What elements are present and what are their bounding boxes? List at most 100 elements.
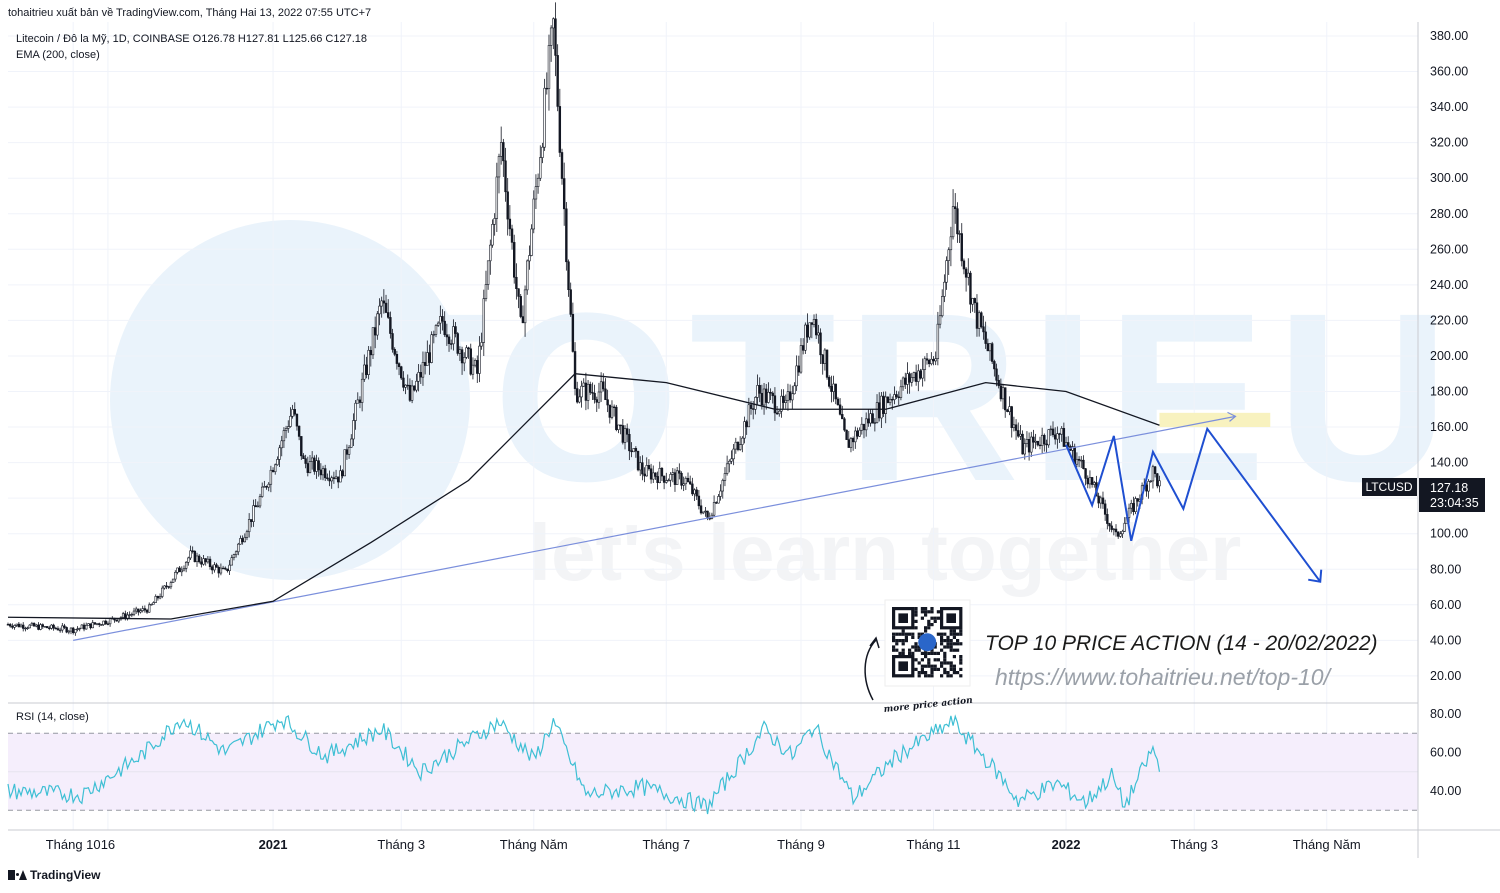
candle-body	[593, 392, 596, 400]
qr-module	[927, 661, 931, 665]
candle-body	[606, 399, 609, 406]
qr-module	[946, 635, 950, 639]
candle-body	[6, 624, 10, 626]
rsi-tick-label: 80.00	[1430, 707, 1461, 721]
last-price-tag[interactable]: LTCUSD 127.18 23:04:35	[1362, 478, 1485, 512]
candle-body	[639, 462, 642, 471]
candle-body	[1067, 442, 1070, 447]
candle-body	[834, 383, 837, 400]
candle-body	[287, 426, 290, 429]
candle-body	[297, 425, 301, 437]
candle-body	[1051, 428, 1055, 436]
candle-body	[323, 468, 327, 479]
rsi-legend[interactable]: RSI (14, close)	[16, 711, 89, 723]
symbol-legend[interactable]: Litecoin / Đô la Mỹ, 1D, COINBASE O126.7…	[16, 33, 367, 45]
qr-module	[952, 667, 956, 671]
candle-body	[456, 333, 459, 354]
candle-body	[556, 55, 559, 107]
qr-module	[943, 658, 947, 662]
candle-body	[471, 364, 475, 375]
candle-body	[215, 564, 218, 568]
candle-body	[378, 305, 381, 315]
candle-body	[69, 627, 73, 632]
candle-body	[384, 302, 388, 313]
candle-body	[56, 628, 60, 631]
candle-body	[702, 511, 705, 514]
candle-body	[1025, 438, 1029, 444]
candle-body	[647, 465, 651, 470]
candle-body	[778, 410, 781, 415]
symbol-tag	[1362, 478, 1417, 496]
candle-body	[667, 479, 670, 482]
candle-body	[232, 554, 236, 558]
qr-module	[946, 661, 950, 665]
candle-body	[788, 391, 792, 401]
candle-body	[356, 399, 359, 404]
qr-module	[949, 667, 953, 671]
candle-body	[988, 343, 992, 352]
candle-body	[723, 473, 727, 481]
promo-url[interactable]: https://www.tohaitrieu.net/top-10/	[995, 664, 1330, 690]
candle-body	[376, 313, 379, 336]
qr-module	[924, 671, 928, 675]
time-tick-label: Tháng Năm	[1293, 837, 1361, 852]
candle-body	[758, 385, 761, 394]
candle-body	[856, 430, 859, 437]
qr-module	[914, 610, 918, 614]
qr-module	[914, 642, 918, 646]
qr-module	[895, 648, 899, 652]
candle-body	[154, 596, 157, 603]
candle-body	[1034, 440, 1037, 443]
candle-body	[549, 27, 553, 46]
candle-body	[975, 302, 979, 329]
candle-body	[526, 260, 529, 291]
candle-body	[904, 377, 907, 385]
candle-body	[395, 354, 399, 364]
qr-module	[949, 632, 953, 636]
rsi-axis[interactable]: 80.00 60.00 40.00	[1430, 707, 1461, 798]
tradingview-logo[interactable]: TradingView	[8, 868, 100, 882]
candle-body	[886, 396, 890, 403]
qr-module	[949, 661, 953, 665]
candle-body	[508, 218, 512, 230]
candle-body	[562, 178, 566, 210]
candle-body	[82, 624, 86, 630]
price-axis[interactable]: 380.00 360.00 340.00 320.00 300.00 280.00 260.…	[1430, 29, 1468, 683]
candle-body	[767, 391, 770, 403]
candle-body	[1006, 409, 1009, 412]
qr-module	[892, 632, 896, 636]
candle-body	[895, 394, 898, 398]
candle-body	[254, 505, 257, 508]
qr-module	[924, 655, 928, 659]
qr-module	[940, 642, 944, 646]
ema-line	[7, 373, 1160, 620]
time-axis[interactable]: Tháng 10 16 2021 Tháng 3 Tháng Năm Tháng 7 Thá…	[46, 837, 1361, 852]
qr-module	[927, 674, 931, 678]
candle-body	[345, 449, 349, 455]
candle-body	[406, 384, 409, 387]
candle-body	[98, 623, 101, 625]
qr-module	[920, 616, 924, 620]
candle-body	[32, 622, 36, 627]
candle-body	[636, 450, 640, 471]
candle-body	[673, 472, 677, 485]
candle-body	[189, 550, 192, 559]
time-tick-label: Tháng 9	[777, 837, 825, 852]
qr-module	[946, 671, 950, 675]
candle-body	[1136, 498, 1139, 502]
candle-body	[619, 424, 622, 427]
qr-code[interactable]	[884, 599, 971, 687]
projection-arrow-head	[1308, 569, 1323, 583]
candle-body	[250, 519, 253, 522]
candle-body	[927, 359, 931, 365]
candle-body	[467, 347, 470, 350]
candle-body	[589, 383, 592, 393]
qr-module	[936, 667, 940, 671]
candle-body	[1053, 434, 1057, 440]
candle-body	[387, 312, 390, 318]
candle-body	[478, 345, 481, 374]
candle-body	[176, 567, 179, 573]
ema-legend[interactable]: EMA (200, close)	[16, 49, 100, 61]
qr-module	[959, 674, 963, 678]
